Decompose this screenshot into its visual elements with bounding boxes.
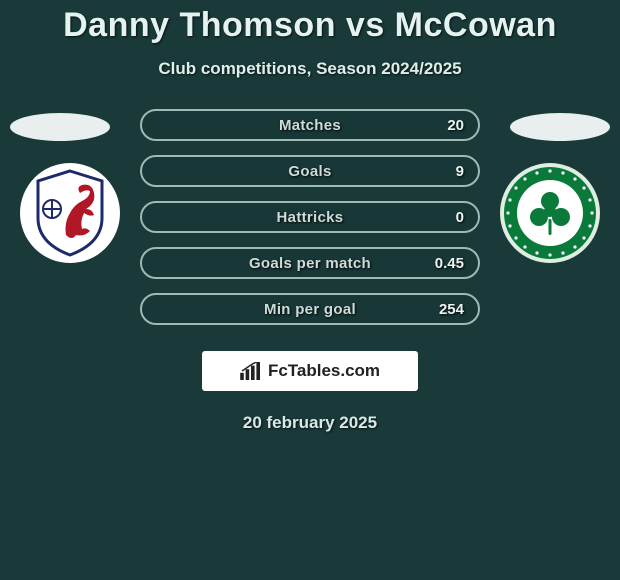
stat-bar-goals: Goals 9 — [140, 155, 480, 187]
brand-badge: FcTables.com — [202, 351, 418, 391]
player-right-shadow — [510, 113, 610, 141]
subtitle: Club competitions, Season 2024/2025 — [0, 59, 620, 79]
stat-value: 0.45 — [435, 255, 464, 272]
stat-value: 9 — [456, 163, 464, 180]
stat-bar-matches: Matches 20 — [140, 109, 480, 141]
stat-bar-goals-per-match: Goals per match 0.45 — [140, 247, 480, 279]
club-crest-right — [500, 163, 600, 263]
stat-value: 0 — [456, 209, 464, 226]
stat-bar-hattricks: Hattricks 0 — [140, 201, 480, 233]
stat-label: Min per goal — [264, 301, 356, 318]
page-title: Danny Thomson vs McCowan — [0, 6, 620, 45]
stat-label: Hattricks — [277, 209, 344, 226]
stat-label: Goals per match — [249, 255, 371, 272]
raith-rovers-icon — [20, 163, 120, 263]
comparison-stage: Matches 20 Goals 9 Hattricks 0 Goals per… — [0, 113, 620, 343]
fctables-chart-icon — [240, 362, 262, 380]
stat-label: Matches — [279, 117, 341, 134]
brand-text: FcTables.com — [268, 361, 380, 381]
date-text: 20 february 2025 — [0, 413, 620, 433]
stat-bar-min-per-goal: Min per goal 254 — [140, 293, 480, 325]
celtic-icon — [500, 163, 600, 263]
player-left-shadow — [10, 113, 110, 141]
stat-value: 20 — [447, 117, 464, 134]
stat-label: Goals — [288, 163, 331, 180]
stat-value: 254 — [439, 301, 464, 318]
club-crest-left — [20, 163, 120, 263]
stat-bars: Matches 20 Goals 9 Hattricks 0 Goals per… — [140, 109, 480, 339]
